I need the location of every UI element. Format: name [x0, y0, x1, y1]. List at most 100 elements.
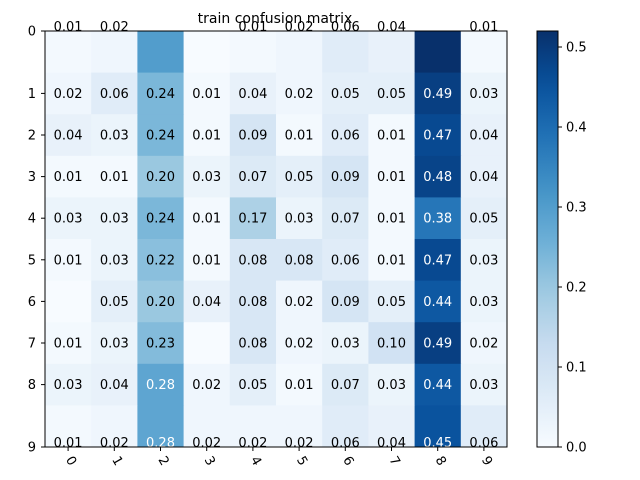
- cell-value-label: 0.06: [331, 129, 360, 144]
- heatmap-cell: [276, 72, 323, 115]
- heatmap-cell: [45, 322, 92, 365]
- heatmap-cells: 0.01 0.02 0.01 0.02 0.06 0.04 0.01 0.02 0.06 0.24…: [45, 20, 508, 451]
- heatmap-cell: [229, 72, 277, 115]
- heatmap-cell: [183, 114, 231, 157]
- heatmap-cell: [368, 197, 416, 240]
- x-tick-label: 9: [478, 454, 495, 469]
- y-tick-label: 4: [28, 212, 36, 227]
- cell-value-label: 0.03: [469, 253, 498, 268]
- cell-value-label: 0.09: [238, 129, 267, 144]
- heatmap-cell: [45, 197, 92, 240]
- heatmap-cell: [414, 280, 462, 323]
- heatmap-cell: [276, 322, 323, 365]
- cell-value-label: 0.04: [469, 170, 498, 185]
- cell-value-label: 0.08: [238, 253, 267, 268]
- cell-value-label: 0.09: [331, 295, 360, 310]
- cell-value-label: 0.01: [54, 20, 83, 35]
- heatmap-cell: [414, 197, 462, 240]
- heatmap-cell: [91, 31, 138, 74]
- cell-value-label: 0.03: [469, 295, 498, 310]
- x-tick-label: 0: [62, 454, 79, 469]
- heatmap-cell: [276, 405, 323, 448]
- heatmap-cell: [45, 363, 92, 406]
- cell-value-label: 0.03: [192, 170, 221, 185]
- heatmap-cell: [276, 31, 323, 74]
- y-tick-label: 6: [28, 295, 36, 310]
- heatmap-cell: [368, 280, 416, 323]
- cell-value-label: 0.05: [100, 295, 129, 310]
- heatmap-cell: [322, 363, 369, 406]
- cell-value-label: 0.48: [423, 170, 452, 185]
- colorbar: 0.0 0.1 0.2 0.3 0.4 0.5: [536, 30, 587, 456]
- plot-frame: [44, 30, 508, 448]
- heatmap-cell: [45, 280, 92, 323]
- cell-value-label: 0.03: [54, 212, 83, 227]
- heatmap-cell: [229, 239, 277, 282]
- cell-value-label: 0.01: [285, 129, 314, 144]
- cell-value-label: 0.28: [146, 378, 175, 393]
- heatmap-cell: [229, 197, 277, 240]
- heatmap-cell: [91, 363, 138, 406]
- heatmap-cell: [91, 114, 138, 157]
- cell-value-label: 0.01: [377, 212, 406, 227]
- cell-value-label: 0.03: [100, 212, 129, 227]
- cell-value-label: 0.01: [469, 20, 498, 35]
- x-tick-label: 1: [108, 454, 125, 469]
- heatmap-cell: [276, 197, 323, 240]
- heatmap-cell: [460, 155, 508, 198]
- cell-value-label: 0.49: [423, 337, 452, 352]
- heatmap-cell: [460, 239, 508, 282]
- heatmap-cell: [414, 405, 462, 448]
- cell-value-label: 0.02: [285, 20, 314, 35]
- heatmap-cell: [460, 280, 508, 323]
- cell-value-label: 0.01: [192, 212, 221, 227]
- cell-value-label: 0.03: [285, 212, 314, 227]
- cell-value-label: 0.06: [331, 20, 360, 35]
- cell-value-label: 0.24: [146, 87, 175, 102]
- cell-value-label: 0.04: [469, 129, 498, 144]
- cell-value-label: 0.05: [238, 378, 267, 393]
- cell-value-label: 0.10: [377, 337, 406, 352]
- cell-value-label: 0.47: [423, 129, 452, 144]
- heatmap-cell: [322, 322, 369, 365]
- heatmap-cell: [322, 155, 369, 198]
- y-tick-label: 9: [28, 441, 36, 456]
- cell-value-label: 0.23: [146, 337, 175, 352]
- cell-value-label: 0.49: [423, 87, 452, 102]
- cell-value-label: 0.08: [285, 253, 314, 268]
- cell-value-label: 0.01: [54, 337, 83, 352]
- cell-value-label: 0.03: [100, 337, 129, 352]
- cell-value-label: 0.24: [146, 212, 175, 227]
- heatmap-cell: [183, 155, 231, 198]
- cell-value-label: 0.44: [423, 295, 452, 310]
- cell-value-label: 0.20: [146, 170, 175, 185]
- cell-value-label: 0.01: [377, 253, 406, 268]
- heatmap-cell: [368, 155, 416, 198]
- cell-value-label: 0.05: [377, 87, 406, 102]
- cell-value-label: 0.01: [377, 170, 406, 185]
- heatmap-cell: [183, 239, 231, 282]
- heatmap-cell: [183, 405, 231, 448]
- heatmap-cell: [183, 280, 231, 323]
- heatmap-cell: [229, 363, 277, 406]
- cell-value-label: 0.20: [146, 295, 175, 310]
- heatmap-cell: [368, 31, 416, 74]
- cell-value-label: 0.01: [54, 253, 83, 268]
- heatmap-cell: [276, 239, 323, 282]
- heatmap-cell: [45, 155, 92, 198]
- heatmap-cell: [414, 155, 462, 198]
- cell-value-label: 0.01: [100, 170, 129, 185]
- x-tick-label: 7: [386, 454, 403, 469]
- cell-value-label: 0.08: [238, 337, 267, 352]
- heatmap-cell: [414, 31, 462, 74]
- heatmap-cell: [229, 405, 277, 448]
- heatmap-cell: [91, 280, 138, 323]
- heatmap-cell: [137, 155, 185, 198]
- heatmap-cell: [414, 114, 462, 157]
- x-tick-label: 2: [155, 454, 172, 469]
- colorbar-tick-label: 0.0: [566, 441, 587, 456]
- x-tick-label: 3: [201, 454, 218, 469]
- cell-value-label: 0.08: [238, 295, 267, 310]
- heatmap-cell: [322, 280, 369, 323]
- heatmap-cell: [322, 31, 369, 74]
